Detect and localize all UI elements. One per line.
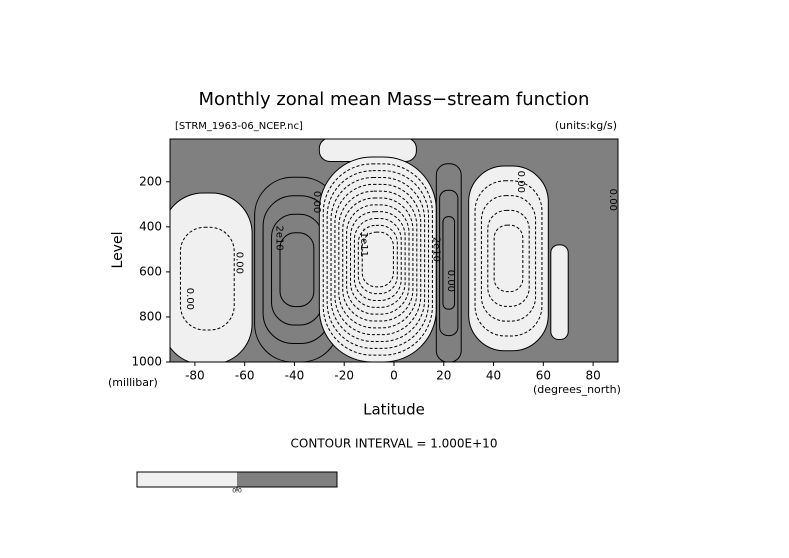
y-unit: (millibar) bbox=[108, 376, 158, 389]
y-tick-label: 1000 bbox=[131, 355, 162, 369]
y-tick-label: 600 bbox=[139, 264, 162, 278]
contour-label: 0.00 bbox=[311, 191, 322, 213]
contour-line bbox=[439, 189, 459, 337]
subtitle-right: (units:kg/s) bbox=[555, 119, 617, 132]
y-axis-label: Level bbox=[110, 232, 126, 269]
contour-label: 2e10 bbox=[274, 225, 285, 250]
contour-line bbox=[322, 163, 433, 356]
contour-line bbox=[334, 183, 422, 336]
contour-line bbox=[435, 163, 462, 362]
contour-line bbox=[361, 231, 394, 288]
x-unit: (degrees_north) bbox=[533, 383, 621, 396]
contour-line bbox=[179, 226, 235, 331]
contour-line bbox=[346, 204, 410, 315]
contour-line bbox=[550, 244, 569, 340]
contour-line bbox=[170, 192, 253, 362]
contour-label: 0.00 bbox=[184, 288, 195, 310]
contour-line bbox=[353, 218, 402, 302]
y-tick-label: 400 bbox=[139, 219, 162, 233]
contour-line bbox=[480, 195, 537, 322]
contour-line bbox=[442, 216, 456, 310]
y-tick-label: 200 bbox=[139, 174, 162, 188]
contour-line bbox=[468, 165, 549, 352]
contour-line bbox=[330, 177, 426, 343]
contour-label: 0.00 bbox=[445, 270, 456, 292]
x-tick-label: -40 bbox=[285, 369, 305, 383]
contour-line bbox=[342, 197, 414, 322]
x-tick-label: 40 bbox=[486, 369, 501, 383]
contour-label: -1e11 bbox=[358, 228, 369, 257]
contour-line bbox=[279, 232, 315, 308]
contour-line bbox=[350, 211, 406, 308]
contour-label: 2e10 bbox=[430, 237, 441, 262]
chart-title: Monthly zonal mean Mass−stream function bbox=[199, 89, 590, 110]
x-tick-label: -20 bbox=[334, 369, 354, 383]
contour-line bbox=[338, 190, 418, 329]
y-tick-label: 800 bbox=[139, 309, 162, 323]
contour-line bbox=[493, 224, 524, 293]
x-tick-label: 0 bbox=[390, 369, 398, 383]
x-tick-label: 20 bbox=[436, 369, 451, 383]
x-axis-label: Latitude bbox=[363, 401, 425, 419]
contour-label: 0.00 bbox=[234, 252, 245, 274]
subtitle-left: [STRM_1963-06_NCEP.nc] bbox=[175, 121, 303, 132]
x-tick-label: 80 bbox=[585, 369, 600, 383]
colorbar-tick-label: 0.0 bbox=[232, 488, 242, 495]
x-tick-label: 60 bbox=[536, 369, 551, 383]
contour-line bbox=[474, 180, 543, 337]
contour-line bbox=[357, 224, 398, 295]
plot-area: 0.00 0.00 2e10 0.00 -1e11 2e10 0.00 0.00 0.00 bbox=[170, 139, 618, 362]
x-tick-label: -60 bbox=[235, 369, 255, 383]
contour-label: 0.00 bbox=[515, 171, 526, 193]
annotation: CONTOUR INTERVAL = 1.000E+10 bbox=[291, 437, 498, 451]
contour-label: 0.00 bbox=[607, 189, 618, 211]
colorbar-positive bbox=[237, 472, 337, 487]
x-tick-label: -80 bbox=[185, 369, 205, 383]
colorbar-negative bbox=[137, 472, 237, 487]
contour-line bbox=[326, 170, 430, 349]
contour-line bbox=[487, 209, 530, 307]
